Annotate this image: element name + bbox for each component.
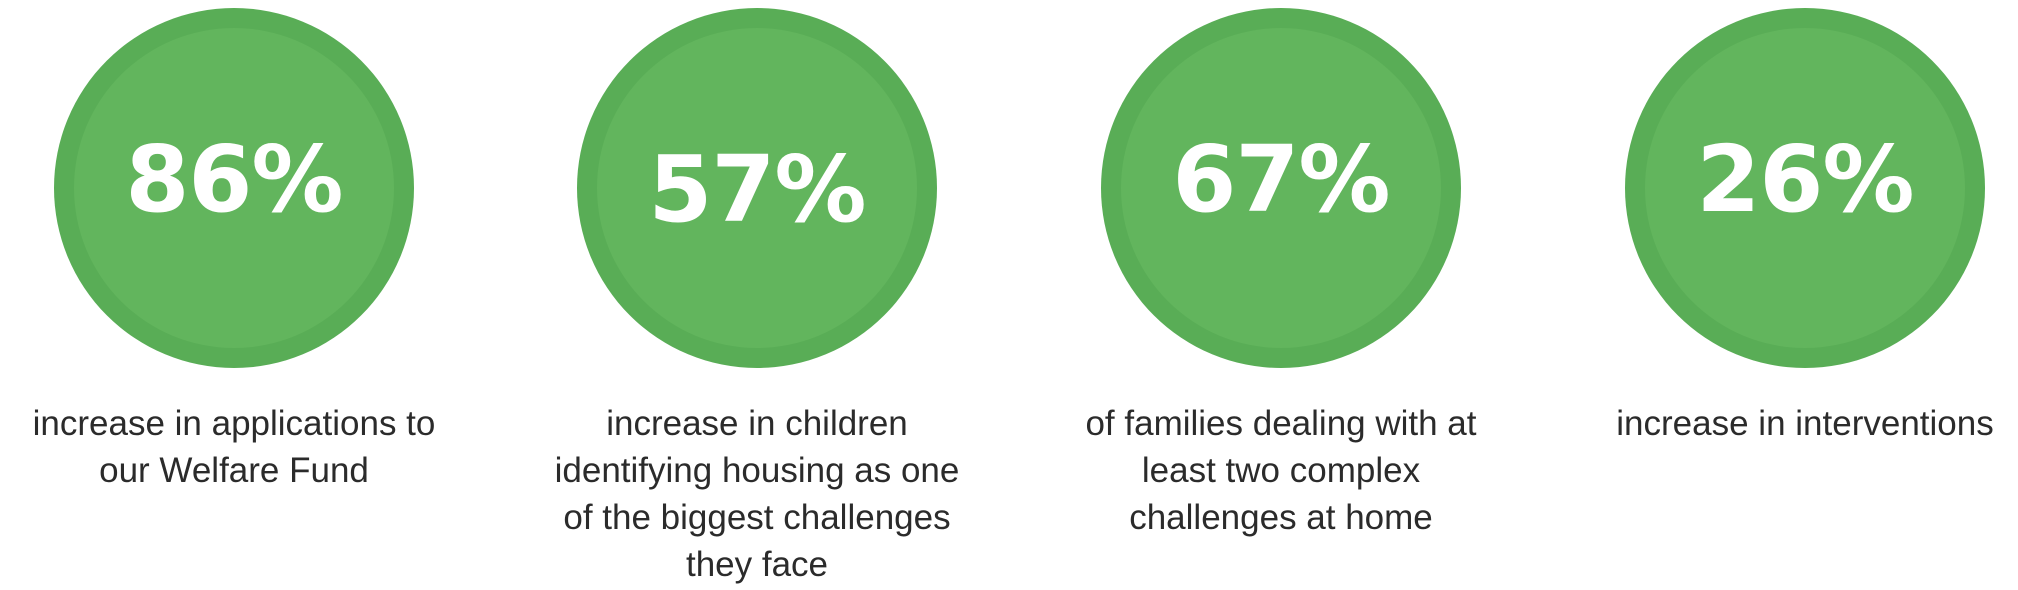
stat-value: 57%	[648, 136, 866, 243]
stat-circle-inner	[597, 28, 917, 348]
stat-circle-inner	[74, 28, 394, 348]
stat-value: 86%	[125, 126, 343, 233]
stat-value: 67%	[1172, 126, 1390, 233]
stat-value: 26%	[1696, 126, 1914, 233]
stat-circle: 86%	[54, 8, 414, 368]
stat-caption: increase in children identifying housing…	[554, 404, 960, 584]
stat-circle: 67%	[1101, 8, 1461, 368]
stat-caption: increase in interventions	[1616, 404, 1994, 443]
stat-circle: 57%	[577, 8, 937, 368]
stat-caption: of families dealing with at least two co…	[1085, 404, 1477, 537]
stat-caption: increase in applications to our Welfare …	[32, 404, 436, 490]
stat-circle-inner	[1121, 28, 1441, 348]
stat-circle: 26%	[1625, 8, 1985, 368]
stat-circle-inner	[1645, 28, 1965, 348]
